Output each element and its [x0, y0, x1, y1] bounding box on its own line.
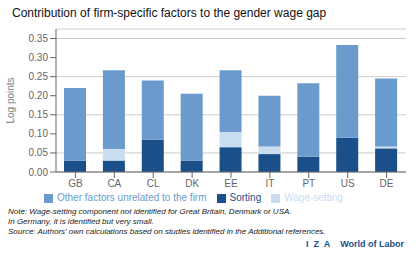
html-text:Contribution of firm-specific: Contribution of firm-specific factors to… [12, 6, 327, 20]
html-text:I Z A: I Z A [306, 239, 331, 249]
svg-text:0.00: 0.00 [29, 167, 49, 178]
html-text:Sorting: Sorting [229, 192, 262, 203]
svg-text:IT: IT [265, 178, 274, 189]
html-text:In Germany, it is identified b: In Germany, it is identified but very sm… [8, 217, 154, 226]
svg-text:Log points: Log points [8, 77, 16, 123]
svg-text:CA: CA [107, 178, 121, 189]
svg-text:DE: DE [380, 178, 394, 189]
svg-text:DK: DK [185, 178, 199, 189]
svg-text:0.15: 0.15 [29, 109, 49, 120]
svg-text:PT: PT [302, 178, 315, 189]
svg-text:GB: GB [68, 178, 83, 189]
svg-text:0.20: 0.20 [29, 90, 49, 101]
svg-text:0.25: 0.25 [29, 71, 49, 82]
svg-text:0.30: 0.30 [29, 52, 49, 63]
html-text:Wage-setting: Wage-setting [284, 192, 343, 203]
html-text:World of Labor: World of Labor [340, 239, 404, 249]
svg-text:0.05: 0.05 [29, 147, 49, 158]
html-text:Note: Wage-setting component n: Note: Wage-setting component not identif… [8, 207, 292, 216]
svg-text:EE: EE [224, 178, 238, 189]
html-text:Source: Authors' own calculati: Source: Authors' own calculations based … [8, 227, 326, 236]
svg-text:CL: CL [147, 178, 160, 189]
svg-text:US: US [341, 178, 355, 189]
html-text:Other factors unrelated to the: Other factors unrelated to the firm [57, 192, 207, 203]
svg-text:0.35: 0.35 [29, 33, 49, 44]
svg-text:0.10: 0.10 [29, 128, 49, 139]
